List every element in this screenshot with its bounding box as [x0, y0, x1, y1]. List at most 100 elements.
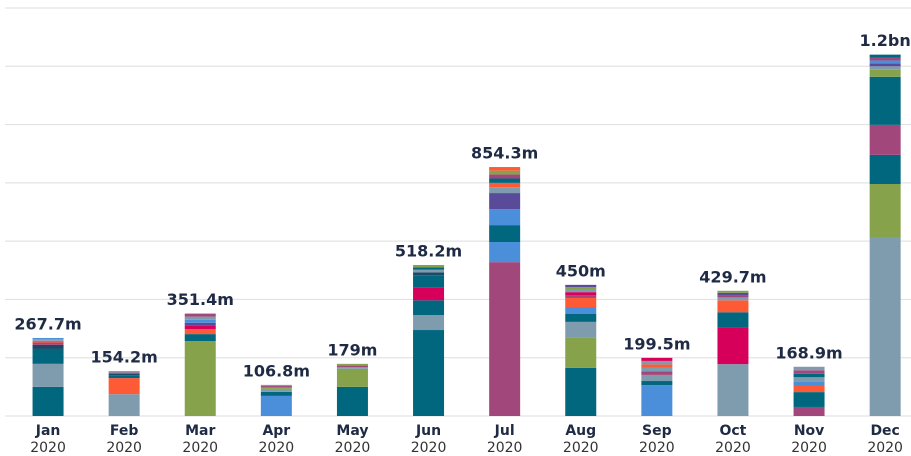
bar-segment: [717, 292, 749, 296]
x-tick-label: Jan: [35, 423, 61, 439]
bar-segment: [32, 340, 64, 343]
bar-segment: [336, 386, 368, 416]
bar-segment: [184, 313, 216, 317]
bar-segment: [260, 386, 292, 388]
x-tick-label: Dec: [870, 423, 899, 439]
bar-segment: [793, 377, 825, 382]
bar-segment: [869, 60, 901, 64]
bar-segment: [717, 300, 749, 313]
bar-segment: [489, 193, 521, 210]
bar-segment: [565, 367, 597, 416]
x-tick-label: Aug: [565, 423, 596, 439]
bar-segment: [565, 287, 597, 290]
bar-segment: [108, 371, 140, 373]
bar-segment: [413, 330, 445, 416]
bar-segment: [184, 322, 216, 326]
bar-segment: [489, 242, 521, 263]
bar-segment: [565, 307, 597, 314]
bar-segment: [641, 364, 673, 368]
bar-segment: [336, 365, 368, 368]
bar-segment: [565, 337, 597, 368]
x-tick-year: 2020: [106, 440, 142, 456]
bar-segment: [489, 262, 521, 416]
bar-segment: [260, 387, 292, 389]
bar-segment: [108, 378, 140, 395]
x-tick-year: 2020: [867, 440, 903, 456]
x-tick-year: 2020: [487, 440, 523, 456]
bar-segment: [869, 54, 901, 58]
total-label: 518.2m: [395, 241, 462, 260]
bar-segment: [717, 364, 749, 416]
bar-segment: [565, 295, 597, 298]
bar-segment: [869, 184, 901, 238]
bar-segment: [793, 373, 825, 378]
x-tick-label: Apr: [262, 423, 290, 439]
x-tick-label: Jun: [415, 423, 441, 439]
x-tick-label: Feb: [110, 423, 139, 439]
total-label: 106.8m: [243, 361, 310, 380]
bar-segment: [717, 312, 749, 328]
bar-segment: [108, 375, 140, 379]
bar-segment: [869, 237, 901, 416]
bar-segment: [641, 374, 673, 382]
x-tick-year: 2020: [563, 440, 599, 456]
bar-segment: [32, 386, 64, 416]
bar-segment: [641, 385, 673, 416]
bar-segment: [32, 348, 64, 364]
bar-segment: [413, 272, 445, 276]
bar-segment: [413, 275, 445, 288]
bar-segment: [489, 225, 521, 243]
bar-segment: [869, 69, 901, 77]
bar-segment: [565, 321, 597, 338]
bar-segment: [717, 297, 749, 301]
x-tick-year: 2020: [259, 440, 295, 456]
bar-segment: [32, 337, 64, 340]
bar-segment: [869, 124, 901, 155]
bar-segment: [413, 315, 445, 331]
bar-segment: [793, 366, 825, 371]
bar-segment: [489, 209, 521, 226]
total-label: 179m: [327, 340, 377, 359]
bar-segment: [32, 363, 64, 387]
bar-segment: [184, 319, 216, 323]
bar-segment: [32, 344, 64, 349]
bar-segment: [260, 395, 292, 416]
bar-segment: [108, 373, 140, 376]
total-label: 199.5m: [623, 334, 690, 353]
bar-segment: [793, 370, 825, 374]
bar-segment: [413, 264, 445, 268]
bar-segment: [489, 178, 521, 183]
x-tick-year: 2020: [30, 440, 66, 456]
x-tick-label: Oct: [719, 423, 746, 439]
bar-segment: [336, 363, 368, 366]
bar-segment: [413, 267, 445, 270]
bar-segment: [793, 381, 825, 386]
bar-segment: [565, 314, 597, 322]
x-tick-year: 2020: [411, 440, 447, 456]
bar-segment: [32, 342, 64, 345]
x-tick-label: Mar: [185, 423, 215, 439]
bar-segment: [32, 339, 64, 341]
bar-segment: [717, 290, 749, 293]
x-tick-label: Sep: [642, 423, 672, 439]
bar-segment: [489, 174, 521, 179]
total-label: 267.7m: [14, 314, 81, 333]
bar-segment: [869, 63, 901, 67]
x-tick-year: 2020: [335, 440, 371, 456]
total-label: 429.7m: [699, 267, 766, 286]
total-label: 168.9m: [775, 343, 842, 362]
x-tick-label: May: [336, 423, 368, 439]
x-tick-year: 2020: [639, 440, 675, 456]
bar-segment: [413, 300, 445, 316]
bar-segment: [108, 372, 140, 374]
bar-segment: [260, 384, 292, 387]
bar-segment: [565, 297, 597, 308]
bar-segment: [489, 182, 521, 188]
x-tick-year: 2020: [182, 440, 218, 456]
bar-segment: [184, 329, 216, 335]
bar-segment: [108, 394, 140, 416]
x-tick-year: 2020: [791, 440, 827, 456]
total-label: 450m: [556, 261, 606, 280]
total-label: 154.2m: [91, 348, 158, 367]
